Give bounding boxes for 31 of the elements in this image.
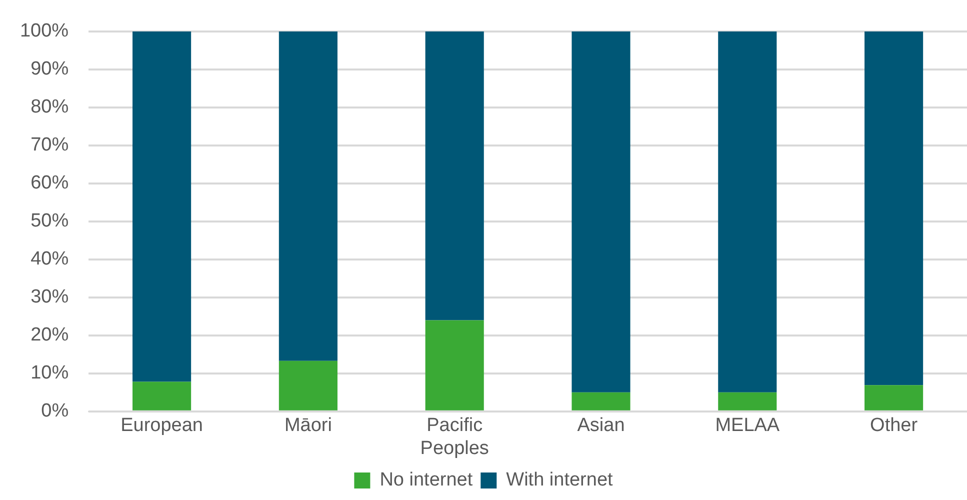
bar xyxy=(864,385,924,410)
x-tick-label: MELAA xyxy=(715,415,780,436)
bar xyxy=(278,31,338,361)
y-tick-label: 20% xyxy=(30,324,69,346)
y-tick-label: 50% xyxy=(30,210,69,232)
y-tick-label: 0% xyxy=(41,400,69,422)
bar xyxy=(864,31,924,386)
bar xyxy=(425,320,484,410)
y-tick-label: 10% xyxy=(30,362,69,384)
y-tick-label: 100% xyxy=(20,20,69,42)
y-tick-label: 30% xyxy=(30,286,69,308)
bar xyxy=(425,31,484,320)
x-tick-label: European xyxy=(120,415,203,436)
bar xyxy=(132,31,192,382)
bar xyxy=(718,392,777,410)
bar xyxy=(718,31,777,392)
legend-label: With internet xyxy=(506,470,614,491)
legend-label: No internet xyxy=(380,470,474,491)
bar xyxy=(572,392,630,410)
bar xyxy=(132,382,192,410)
bar xyxy=(572,31,630,392)
x-tick-label: Māori xyxy=(284,415,332,436)
x-tick-label: Pacific Peoples xyxy=(420,415,489,459)
y-tick-label: 80% xyxy=(30,96,69,118)
y-tick-label: 90% xyxy=(30,58,69,80)
y-tick-label: 60% xyxy=(30,172,69,194)
bar xyxy=(278,360,338,410)
y-tick-label: 40% xyxy=(30,248,69,270)
x-tick-label: Other xyxy=(870,415,918,436)
x-tick-label: Asian xyxy=(577,415,625,436)
y-tick-label: 70% xyxy=(30,134,69,156)
